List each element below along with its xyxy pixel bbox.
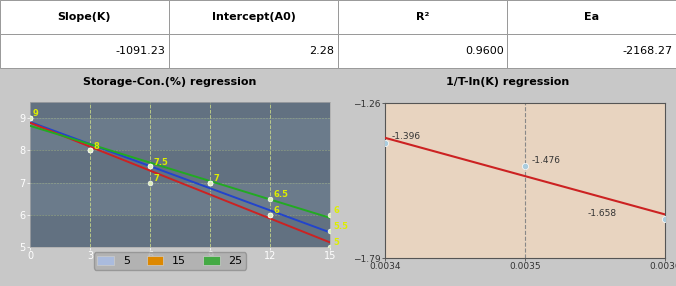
Text: -1.658: -1.658 xyxy=(588,209,617,218)
Text: 6.5: 6.5 xyxy=(273,190,288,199)
Text: -1.476: -1.476 xyxy=(532,156,561,165)
Text: 5.5: 5.5 xyxy=(333,222,348,231)
FancyBboxPatch shape xyxy=(169,0,338,34)
Text: -2168.27: -2168.27 xyxy=(623,46,673,56)
FancyBboxPatch shape xyxy=(0,34,169,68)
Text: Slope(K): Slope(K) xyxy=(57,12,112,22)
FancyBboxPatch shape xyxy=(0,0,169,34)
Text: 7.5: 7.5 xyxy=(153,158,168,167)
Text: 9: 9 xyxy=(33,110,39,118)
Text: 2.28: 2.28 xyxy=(310,46,335,56)
Text: R²: R² xyxy=(416,12,429,22)
FancyBboxPatch shape xyxy=(507,34,676,68)
Bar xyxy=(30,102,330,118)
Text: Storage-Con.(%) regression: Storage-Con.(%) regression xyxy=(83,77,257,87)
Text: Intercept(A0): Intercept(A0) xyxy=(212,12,295,22)
Text: 7: 7 xyxy=(213,174,219,183)
Text: 8: 8 xyxy=(93,142,99,151)
Legend: 5, 15, 25: 5, 15, 25 xyxy=(94,253,246,270)
Text: Ea: Ea xyxy=(584,12,599,22)
Text: 6: 6 xyxy=(273,206,279,215)
FancyBboxPatch shape xyxy=(338,0,507,34)
FancyBboxPatch shape xyxy=(507,0,676,34)
Bar xyxy=(30,215,330,247)
Text: 0.9600: 0.9600 xyxy=(465,46,504,56)
Bar xyxy=(30,182,330,215)
Text: 1/T-ln(K) regression: 1/T-ln(K) regression xyxy=(446,77,570,87)
Text: 5: 5 xyxy=(333,239,339,247)
Bar xyxy=(30,118,330,150)
FancyBboxPatch shape xyxy=(338,34,507,68)
Text: 6: 6 xyxy=(333,206,339,215)
Text: 7: 7 xyxy=(153,174,159,183)
Bar xyxy=(30,150,330,182)
Text: -1.396: -1.396 xyxy=(392,132,421,141)
Text: -1091.23: -1091.23 xyxy=(116,46,166,56)
FancyBboxPatch shape xyxy=(169,34,338,68)
